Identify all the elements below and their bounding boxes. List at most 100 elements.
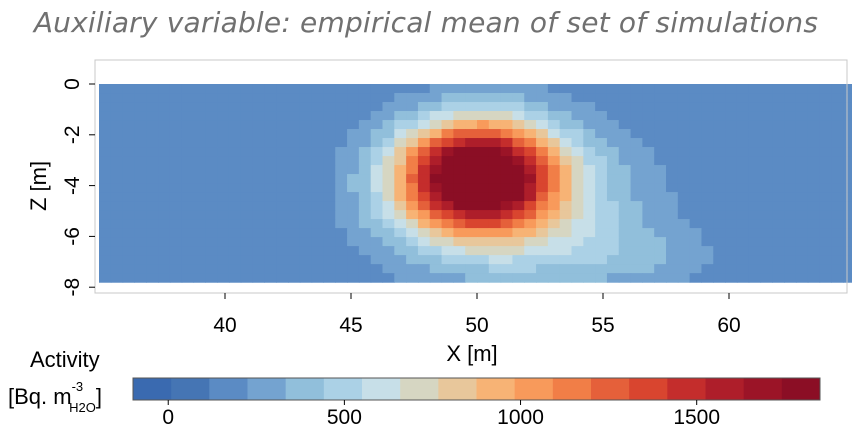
heatmap-cell [819, 192, 832, 202]
heatmap-cell [217, 102, 230, 112]
heatmap-cell [252, 246, 265, 256]
heatmap-cell [299, 228, 313, 238]
heatmap-cell [276, 273, 289, 283]
heatmap-cell [158, 120, 171, 130]
heatmap-cell [217, 147, 230, 157]
heatmap-cell [772, 255, 785, 265]
heatmap-cell [228, 111, 242, 121]
heatmap-cell [429, 210, 443, 220]
heatmap-cell [583, 273, 596, 283]
heatmap-cell [193, 102, 206, 112]
heatmap-cell [500, 120, 514, 130]
heatmap-cell [512, 120, 525, 130]
heatmap-cell [276, 165, 289, 175]
heatmap-cell [583, 255, 596, 265]
heatmap-cell [618, 102, 632, 112]
heatmap-cell [181, 201, 195, 211]
heatmap-cell [240, 228, 254, 238]
heatmap-cell [618, 237, 632, 247]
heatmap-cell [264, 192, 277, 202]
heatmap-cell [795, 237, 809, 247]
heatmap-cell [181, 183, 195, 193]
heatmap-cell [441, 174, 454, 184]
heatmap-cell [559, 129, 573, 139]
heatmap-cell [134, 111, 147, 121]
heatmap-cell [228, 237, 242, 247]
heatmap-cell [795, 165, 809, 175]
heatmap-cell [642, 147, 655, 157]
heatmap-cell [158, 237, 171, 247]
x-axis-title: X [m] [446, 341, 497, 366]
heatmap-cell [134, 138, 147, 148]
heatmap-cell [654, 192, 667, 202]
heatmap-cell [595, 255, 608, 265]
heatmap-cell [725, 93, 738, 103]
heatmap-cell [110, 111, 124, 121]
colorbar-label-line2: [Bq. m-3 H2O] [8, 379, 102, 415]
heatmap-cell [477, 183, 490, 193]
heatmap-cell [193, 165, 206, 175]
heatmap-cell [429, 237, 443, 247]
heatmap-cell [335, 111, 348, 121]
heatmap-cell [228, 120, 242, 130]
heatmap-cell [146, 219, 159, 229]
heatmap-cell [358, 102, 372, 112]
heatmap-cell [500, 165, 514, 175]
heatmap-cell [524, 147, 537, 157]
heatmap-cell [146, 174, 159, 184]
heatmap-cell [122, 138, 136, 148]
heatmap-cell [819, 111, 832, 121]
heatmap-cell [276, 120, 289, 130]
heatmap-cell [134, 255, 147, 265]
heatmap-cell [240, 219, 254, 229]
heatmap-cell [264, 129, 277, 139]
heatmap-cell [477, 237, 490, 247]
heatmap-cell [264, 228, 277, 238]
heatmap-cell [394, 228, 407, 238]
heatmap-cell [99, 228, 112, 238]
heatmap-cell [536, 237, 549, 247]
heatmap-cell [453, 201, 466, 211]
heatmap-cell [725, 129, 738, 139]
heatmap-cell [512, 273, 525, 283]
heatmap-cell [99, 138, 112, 148]
heatmap-cell [453, 102, 466, 112]
y-tick-label: -8 [61, 278, 84, 297]
heatmap-cell [666, 237, 679, 247]
heatmap-cell [146, 93, 159, 103]
heatmap-cell [252, 273, 265, 283]
heatmap-cell [654, 138, 667, 148]
heatmap-cell [784, 84, 797, 94]
heatmap-cell [252, 219, 265, 229]
heatmap-cell [807, 183, 821, 193]
heatmap-cell [725, 201, 738, 211]
heatmap-cell [748, 84, 762, 94]
heatmap-cell [524, 84, 537, 94]
heatmap-cell [347, 138, 360, 148]
heatmap-cell [701, 264, 714, 274]
heatmap-cell [772, 201, 785, 211]
heatmap-cell [477, 210, 490, 220]
heatmap-cell [795, 246, 809, 256]
heatmap-cell [772, 183, 785, 193]
heatmap-cell [666, 84, 679, 94]
heatmap-cell [429, 129, 443, 139]
heatmap-cell [701, 237, 714, 247]
heatmap-cell [488, 255, 502, 265]
heatmap-cell [358, 183, 372, 193]
heatmap-cell [795, 264, 809, 274]
heatmap-cell [713, 273, 726, 283]
heatmap-cell [417, 138, 431, 148]
colorbar-swatch [705, 378, 745, 400]
heatmap-cell [725, 84, 738, 94]
heatmap-cell [158, 183, 171, 193]
heatmap-cell [595, 102, 608, 112]
heatmap-cell [134, 93, 147, 103]
heatmap-cell [689, 165, 703, 175]
heatmap-cell [429, 138, 443, 148]
heatmap-cell [311, 255, 325, 265]
heatmap-cell [347, 147, 360, 157]
heatmap-cell [429, 219, 443, 229]
heatmap-cell [240, 237, 254, 247]
heatmap-cell [713, 111, 726, 121]
